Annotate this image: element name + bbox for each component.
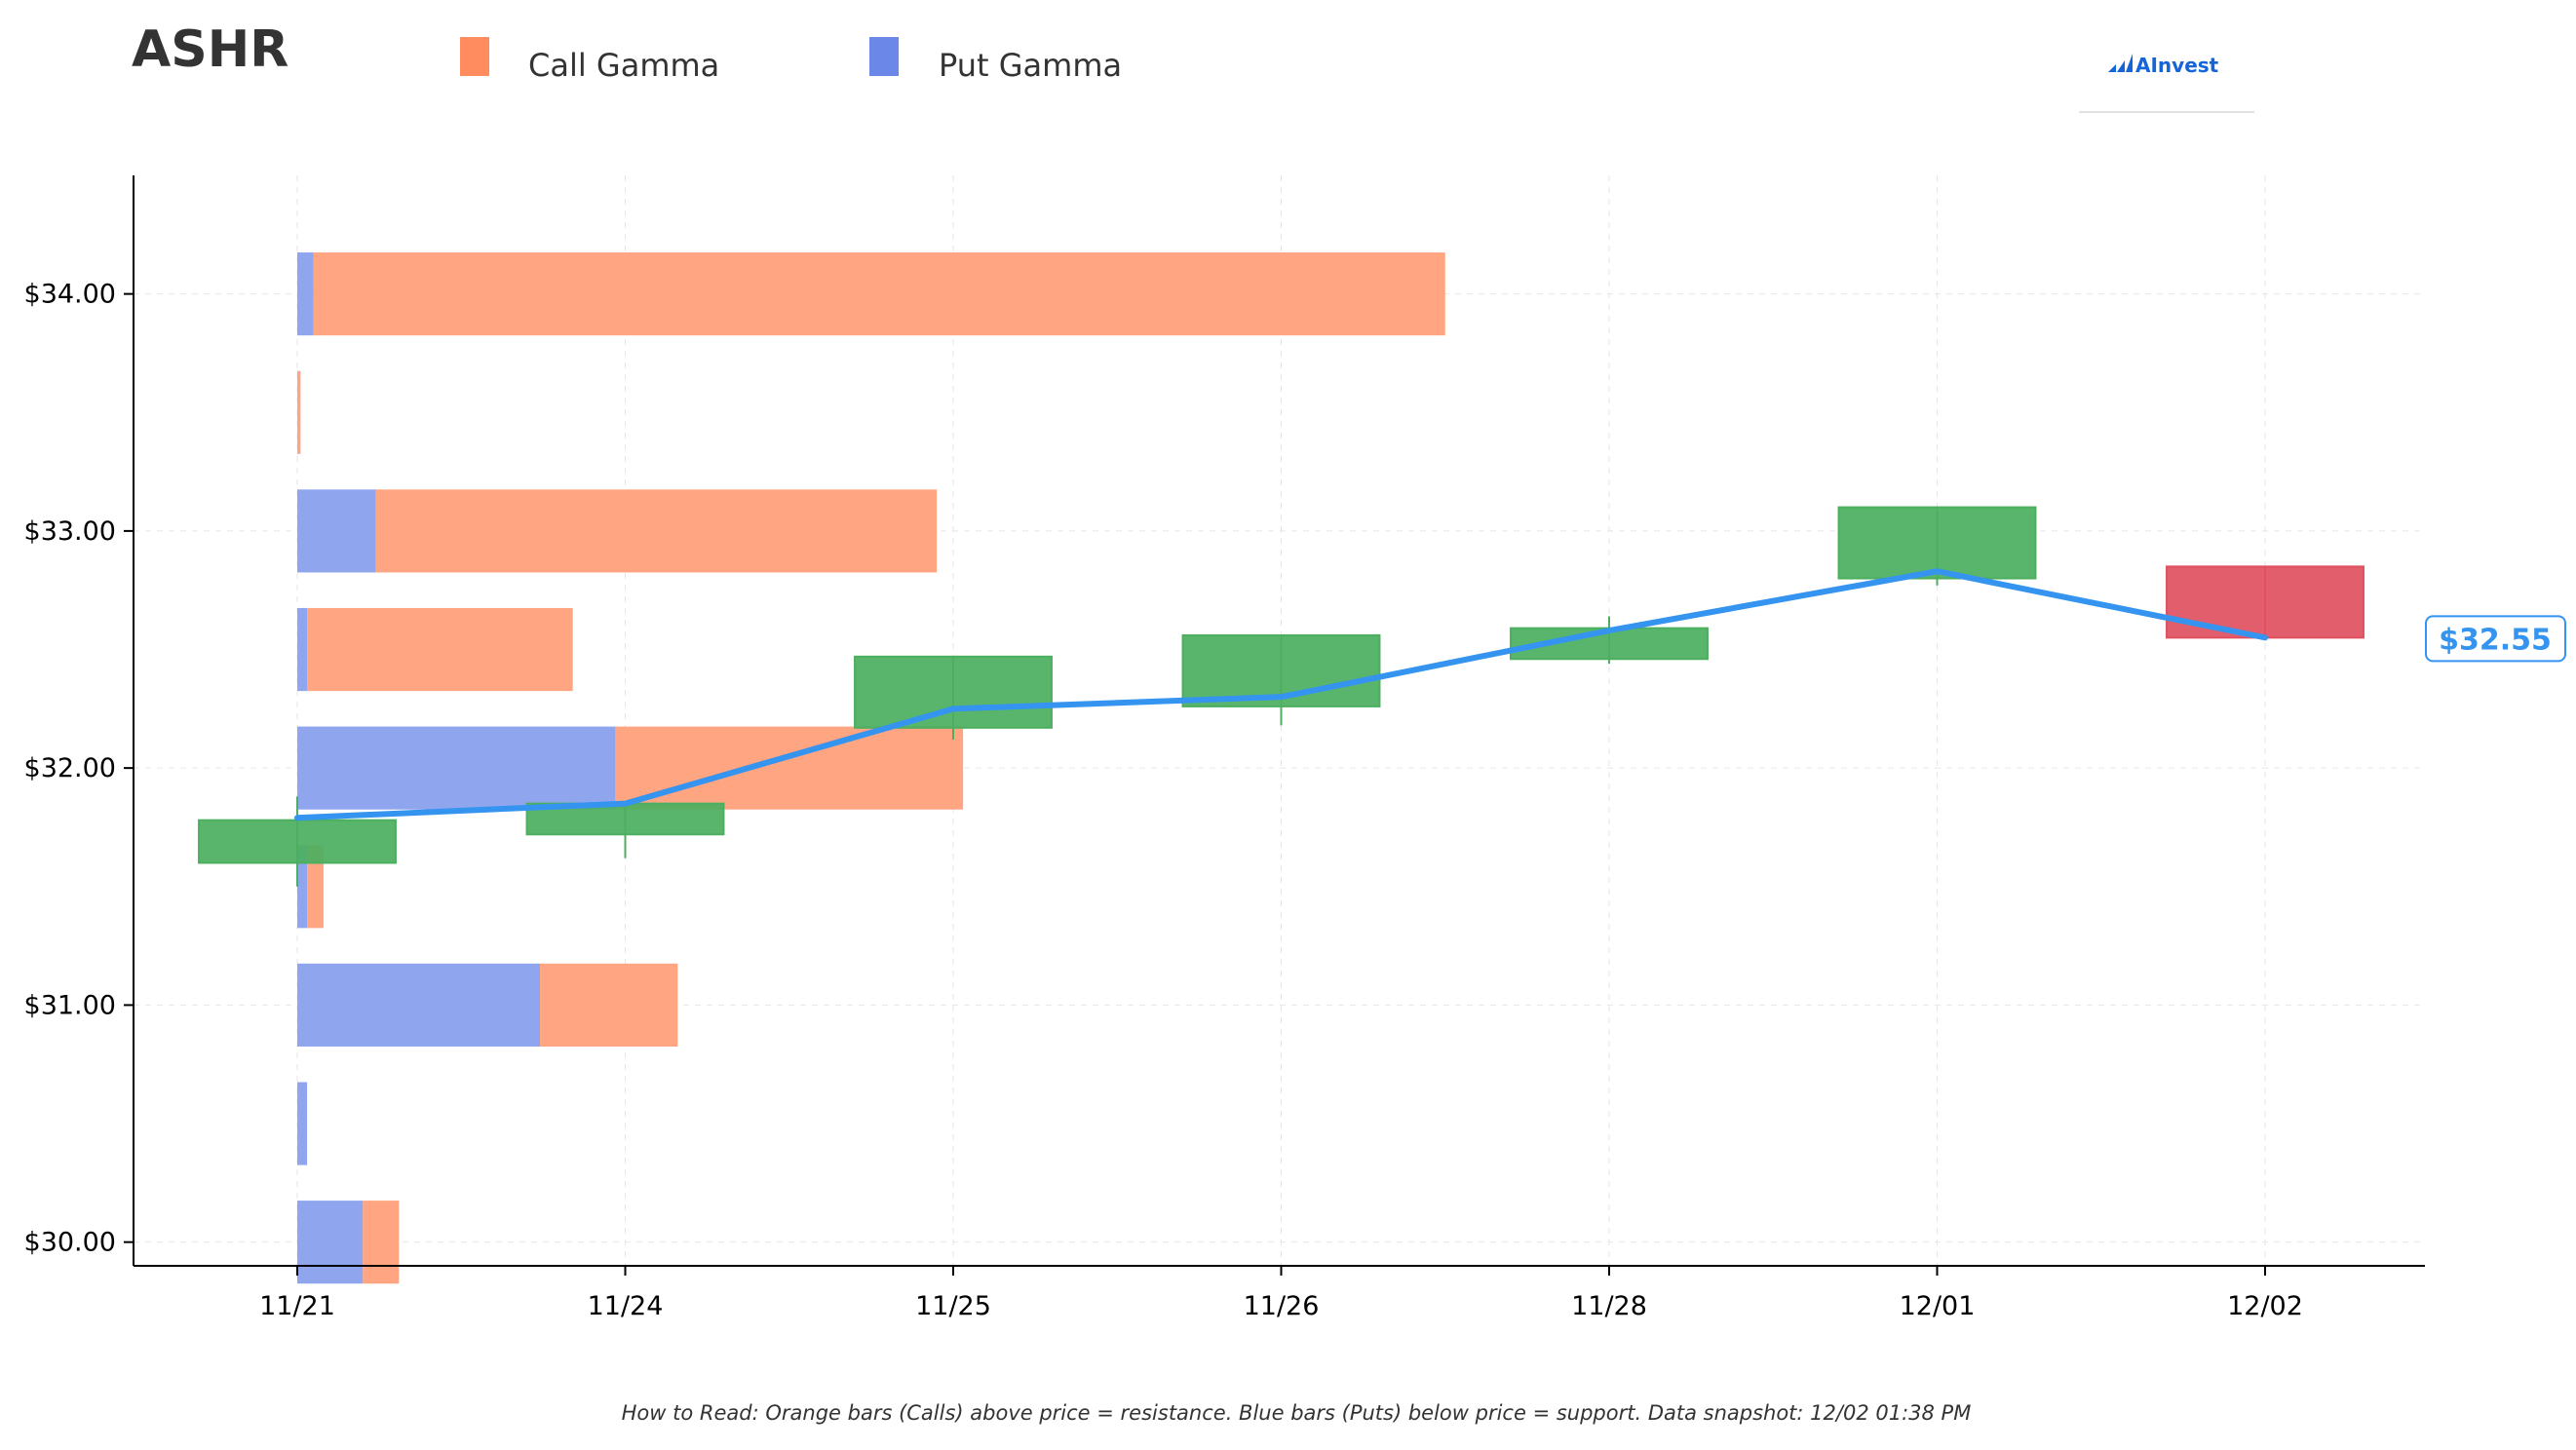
last-price-tag: $32.55 (2425, 615, 2566, 663)
x-tick-label: 11/21 (259, 1291, 335, 1321)
legend: Call Gamma Put Gamma (460, 37, 1122, 84)
price-tag-label: $32.55 (2439, 623, 2552, 657)
call-gamma-bar (363, 1201, 400, 1284)
close-price-line (294, 568, 2268, 821)
put-gamma-bar (297, 607, 308, 692)
x-tick-label: 12/01 (1900, 1291, 1976, 1321)
x-tick-label: 11/24 (588, 1291, 664, 1321)
ticker-title: ASHR (132, 20, 288, 79)
call-gamma-bar (375, 489, 938, 573)
call-gamma-bar (297, 370, 301, 454)
footnote: How to Read: Orange bars (Calls) above p… (622, 1401, 1972, 1425)
close-line-path (294, 568, 2268, 821)
legend-call-swatch (460, 37, 489, 76)
legend-put-label: Put Gamma (939, 47, 1122, 84)
brand-logo[interactable]: AInvest (2079, 54, 2254, 113)
put-gamma-bar (297, 1201, 364, 1284)
call-gamma-bar (540, 963, 678, 1047)
put-gamma-bar (297, 489, 376, 573)
call-gamma-bar (307, 845, 324, 929)
brand-chart-icon (2108, 54, 2133, 72)
grid-lines (134, 175, 2425, 1266)
price-tag-box (2425, 615, 2566, 663)
y-tick-label: $32.00 (24, 753, 116, 783)
put-gamma-bar (297, 845, 308, 929)
put-gamma-bar (297, 252, 314, 336)
brand-name: AInvest (2135, 54, 2219, 77)
candle-body (854, 655, 1053, 729)
y-tick-label: $30.00 (24, 1228, 116, 1258)
call-gamma-bar (307, 607, 573, 692)
put-gamma-bar (297, 963, 541, 1047)
put-gamma-bar (297, 726, 616, 810)
legend-call-label: Call Gamma (528, 47, 719, 84)
y-tick-label: $33.00 (24, 516, 116, 547)
candle-body (1837, 506, 2037, 580)
call-gamma-bar (313, 252, 1445, 336)
x-tick-label: 12/02 (2227, 1291, 2303, 1321)
x-tick-label: 11/26 (1244, 1291, 1320, 1321)
y-tick-label: $31.00 (24, 990, 116, 1020)
axes: $30.00 $31.00 $32.00 $33.00 $34.00 11/21 11/24… (24, 175, 2425, 1321)
y-tick-label: $34.00 (24, 280, 116, 310)
candle-body (2166, 565, 2365, 639)
x-tick-label: 11/28 (1571, 1291, 1647, 1321)
gamma-bars (297, 252, 1445, 1284)
x-tick-label: 11/25 (915, 1291, 991, 1321)
call-gamma-bar (615, 726, 964, 810)
candle-body (198, 819, 397, 864)
legend-put-swatch (869, 37, 899, 76)
put-gamma-bar (297, 1082, 308, 1165)
